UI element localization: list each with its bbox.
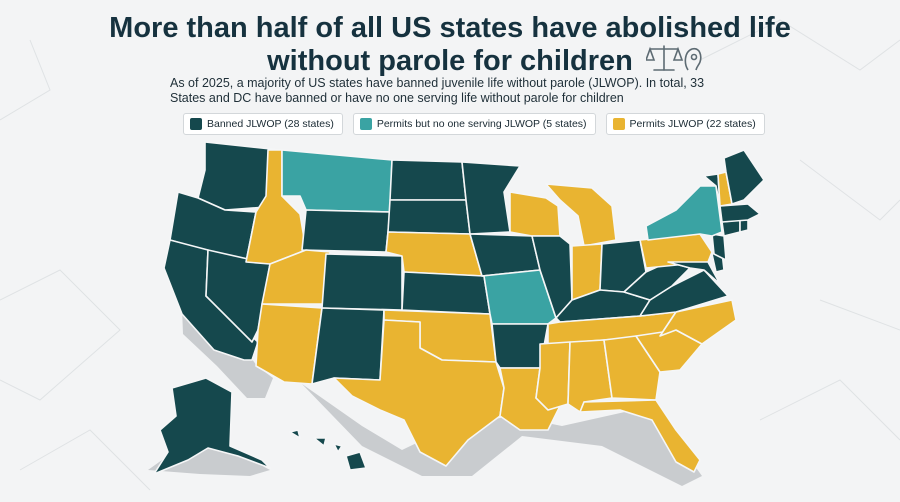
state-ms xyxy=(535,341,571,411)
scale-of-justice-icon xyxy=(646,45,702,71)
state-nd xyxy=(389,159,467,201)
state-ny xyxy=(645,185,723,241)
states xyxy=(153,141,765,475)
state-me xyxy=(723,149,765,205)
state-ma xyxy=(719,203,761,223)
legend: Banned JLWOP (28 states) Permits but no … xyxy=(183,113,765,135)
legend-item-banned: Banned JLWOP (28 states) xyxy=(183,113,343,135)
legend-label-permits: Permits JLWOP (22 states) xyxy=(629,118,756,130)
state-wy xyxy=(301,209,391,253)
subtitle: As of 2025, a majority of US states have… xyxy=(170,76,705,105)
state-az xyxy=(255,303,323,385)
state-mi xyxy=(545,183,617,247)
state-nj xyxy=(711,233,727,261)
state-ak xyxy=(153,377,271,475)
page-title: More than half of all US states have abo… xyxy=(109,12,791,77)
state-wi xyxy=(509,191,561,237)
state-ks xyxy=(401,271,491,315)
legend-item-permits: Permits JLWOP (22 states) xyxy=(605,113,765,135)
state-ri xyxy=(739,219,749,233)
legend-item-permits-none-serving: Permits but no one serving JLWOP (5 stat… xyxy=(352,113,596,135)
legend-swatch-banned xyxy=(190,118,202,130)
legend-swatch-permits xyxy=(612,118,625,130)
state-fl xyxy=(579,399,701,473)
state-md xyxy=(667,261,721,285)
legend-label-permits-none-serving: Permits but no one serving JLWOP (5 stat… xyxy=(376,118,587,130)
state-co xyxy=(321,253,403,311)
child-head-icon xyxy=(684,47,702,71)
state-hi xyxy=(289,429,367,471)
state-tx xyxy=(333,319,505,467)
legend-label-banned: Banned JLWOP (28 states) xyxy=(207,118,334,130)
state-ia xyxy=(469,233,541,277)
state-mt xyxy=(281,149,393,213)
state-sd xyxy=(387,199,471,235)
state-nm xyxy=(311,307,385,385)
legend-swatch-permits-none-serving xyxy=(359,118,372,130)
